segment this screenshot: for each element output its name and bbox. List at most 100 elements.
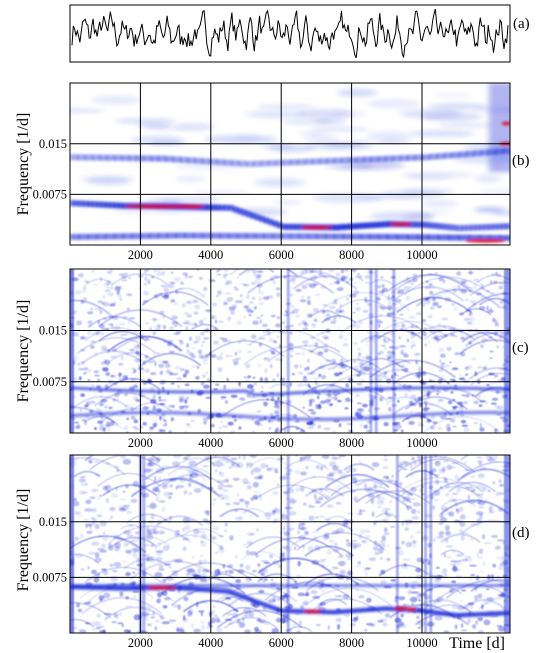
texture-dot bbox=[74, 537, 79, 541]
texture-dot bbox=[119, 498, 127, 501]
ridge-segment bbox=[499, 235, 510, 242]
texture-dot bbox=[152, 489, 160, 492]
texture-dot bbox=[180, 629, 186, 633]
texture-dot bbox=[298, 323, 302, 326]
texture-dot bbox=[189, 336, 192, 341]
texture-dot bbox=[275, 287, 281, 291]
texture-dot bbox=[168, 284, 175, 289]
texture-dot bbox=[147, 623, 153, 627]
texture-dot bbox=[496, 557, 501, 559]
texture-dot bbox=[456, 553, 464, 557]
texture-arc bbox=[397, 481, 482, 499]
texture-arc bbox=[108, 352, 157, 363]
ridge-segment bbox=[202, 232, 212, 239]
ridge-segment bbox=[87, 233, 98, 240]
texture-dot bbox=[122, 333, 128, 336]
texture-dot bbox=[239, 563, 244, 568]
ridge-segment bbox=[114, 154, 123, 161]
ridge-segment bbox=[228, 204, 234, 211]
texture-dot bbox=[182, 303, 186, 308]
texture-dot bbox=[416, 615, 420, 619]
ridge-segment bbox=[166, 232, 177, 239]
texture-dot bbox=[128, 276, 131, 279]
texture-dot bbox=[91, 521, 95, 526]
texture-dot bbox=[366, 597, 372, 603]
ridge-segment bbox=[439, 223, 444, 230]
texture-dot bbox=[133, 595, 137, 598]
texture-dot bbox=[203, 510, 209, 514]
texture-dot bbox=[377, 352, 381, 355]
ridge-segment bbox=[297, 159, 306, 166]
texture-dot bbox=[185, 396, 190, 400]
texture-arc bbox=[224, 617, 278, 629]
texture-dot bbox=[275, 395, 278, 398]
texture-dot bbox=[156, 551, 163, 556]
texture-dot bbox=[265, 517, 271, 520]
texture-dot bbox=[465, 298, 469, 302]
ridge-segment bbox=[360, 222, 366, 229]
texture-dot bbox=[153, 269, 157, 273]
ridge-segment bbox=[312, 158, 321, 165]
texture-dot bbox=[193, 628, 202, 633]
texture-dot bbox=[398, 336, 402, 339]
texture-dot bbox=[193, 311, 199, 315]
texture-dot bbox=[118, 505, 122, 508]
ridge-segment bbox=[216, 159, 225, 166]
power-peak bbox=[406, 607, 417, 612]
texture-arc bbox=[320, 292, 410, 311]
texture-dot bbox=[248, 314, 252, 317]
texture-dot bbox=[261, 385, 264, 390]
texture-dot bbox=[367, 329, 370, 333]
ridge-segment bbox=[442, 223, 447, 230]
texture-dot bbox=[459, 521, 466, 527]
texture-dot bbox=[352, 617, 358, 623]
texture-dot bbox=[162, 423, 167, 427]
texture-dot bbox=[319, 331, 326, 335]
texture-dot bbox=[102, 295, 106, 299]
texture-dot bbox=[239, 294, 243, 298]
texture-dot bbox=[246, 462, 249, 469]
texture-dot bbox=[79, 409, 82, 411]
texture-arc bbox=[222, 607, 267, 617]
panel-d-ylabel: Frequency [1/d] bbox=[15, 489, 32, 592]
texture-arc bbox=[470, 579, 510, 593]
texture-dot bbox=[335, 501, 342, 505]
texture-dot bbox=[271, 467, 278, 471]
texture-dot bbox=[239, 397, 246, 401]
texture-dot bbox=[459, 377, 466, 381]
texture-dot bbox=[143, 290, 150, 296]
texture-dot bbox=[99, 423, 105, 429]
texture-dot bbox=[186, 314, 193, 318]
texture-dot bbox=[80, 568, 85, 571]
texture-dot bbox=[224, 522, 228, 527]
spectral-blob bbox=[114, 208, 163, 215]
texture-dot bbox=[361, 356, 365, 359]
texture-dot bbox=[313, 308, 319, 313]
texture-dot bbox=[383, 340, 388, 344]
texture-dot bbox=[184, 369, 190, 375]
texture-dot bbox=[158, 396, 161, 400]
texture-dot bbox=[474, 278, 479, 281]
texture-dot bbox=[121, 279, 128, 282]
texture-dot bbox=[263, 578, 268, 581]
texture-dot bbox=[203, 421, 207, 425]
texture-dot bbox=[378, 543, 386, 549]
texture-dot bbox=[203, 317, 206, 320]
texture-dot bbox=[178, 398, 184, 403]
texture-dot bbox=[383, 458, 388, 461]
texture-dot bbox=[132, 426, 138, 429]
texture-arc bbox=[330, 478, 413, 496]
texture-dot bbox=[246, 384, 254, 389]
texture-dot bbox=[118, 363, 124, 366]
texture-dot bbox=[91, 541, 100, 546]
texture-dot bbox=[364, 275, 371, 279]
texture-dot bbox=[218, 407, 221, 412]
texture-dot bbox=[118, 322, 126, 326]
texture-arc bbox=[251, 457, 287, 466]
texture-dot bbox=[400, 460, 409, 466]
texture-dot bbox=[299, 486, 305, 492]
texture-dot bbox=[248, 611, 254, 618]
texture-dot bbox=[390, 525, 395, 528]
texture-dot bbox=[203, 287, 208, 291]
